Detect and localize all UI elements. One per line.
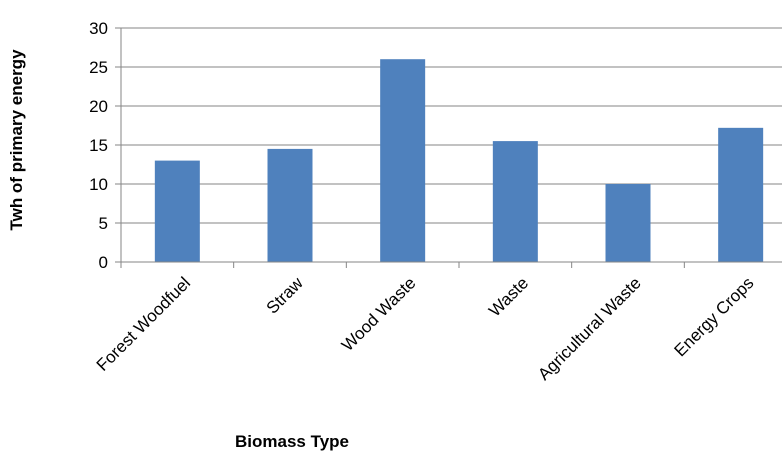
y-tick-label: 25 — [89, 58, 108, 77]
y-tick-label: 10 — [89, 175, 108, 194]
y-tick-label: 0 — [99, 253, 108, 272]
y-tick-labels: 0 5 10 15 20 25 30 — [89, 19, 108, 272]
bars — [154, 59, 764, 263]
gridlines — [121, 27, 782, 224]
x-tick-labels: Forest Woodfuel Straw Wood Waste Waste Agric… — [93, 273, 758, 384]
x-tick-label: Straw — [263, 273, 308, 318]
y-tick-label: 20 — [89, 97, 108, 116]
y-tick-label: 30 — [89, 19, 108, 38]
bar — [267, 148, 313, 262]
x-tick-label: Wood Waste — [338, 273, 420, 355]
axes — [115, 27, 782, 268]
x-tick-label: Waste — [485, 273, 532, 320]
x-tick-label: Agricultural Waste — [534, 273, 645, 384]
x-tick-label: Forest Woodfuel — [93, 273, 194, 374]
y-tick-label: 15 — [89, 136, 108, 155]
y-tick-label: 5 — [99, 214, 108, 233]
bar — [492, 141, 538, 262]
y-axis-title: Twh of primary energy — [7, 49, 26, 231]
bar — [605, 184, 651, 262]
x-axis-title: Biomass Type — [235, 432, 349, 451]
bar — [154, 160, 200, 262]
x-tick-label: Energy Crops — [671, 273, 758, 360]
bar — [380, 59, 426, 263]
bar — [718, 127, 764, 262]
